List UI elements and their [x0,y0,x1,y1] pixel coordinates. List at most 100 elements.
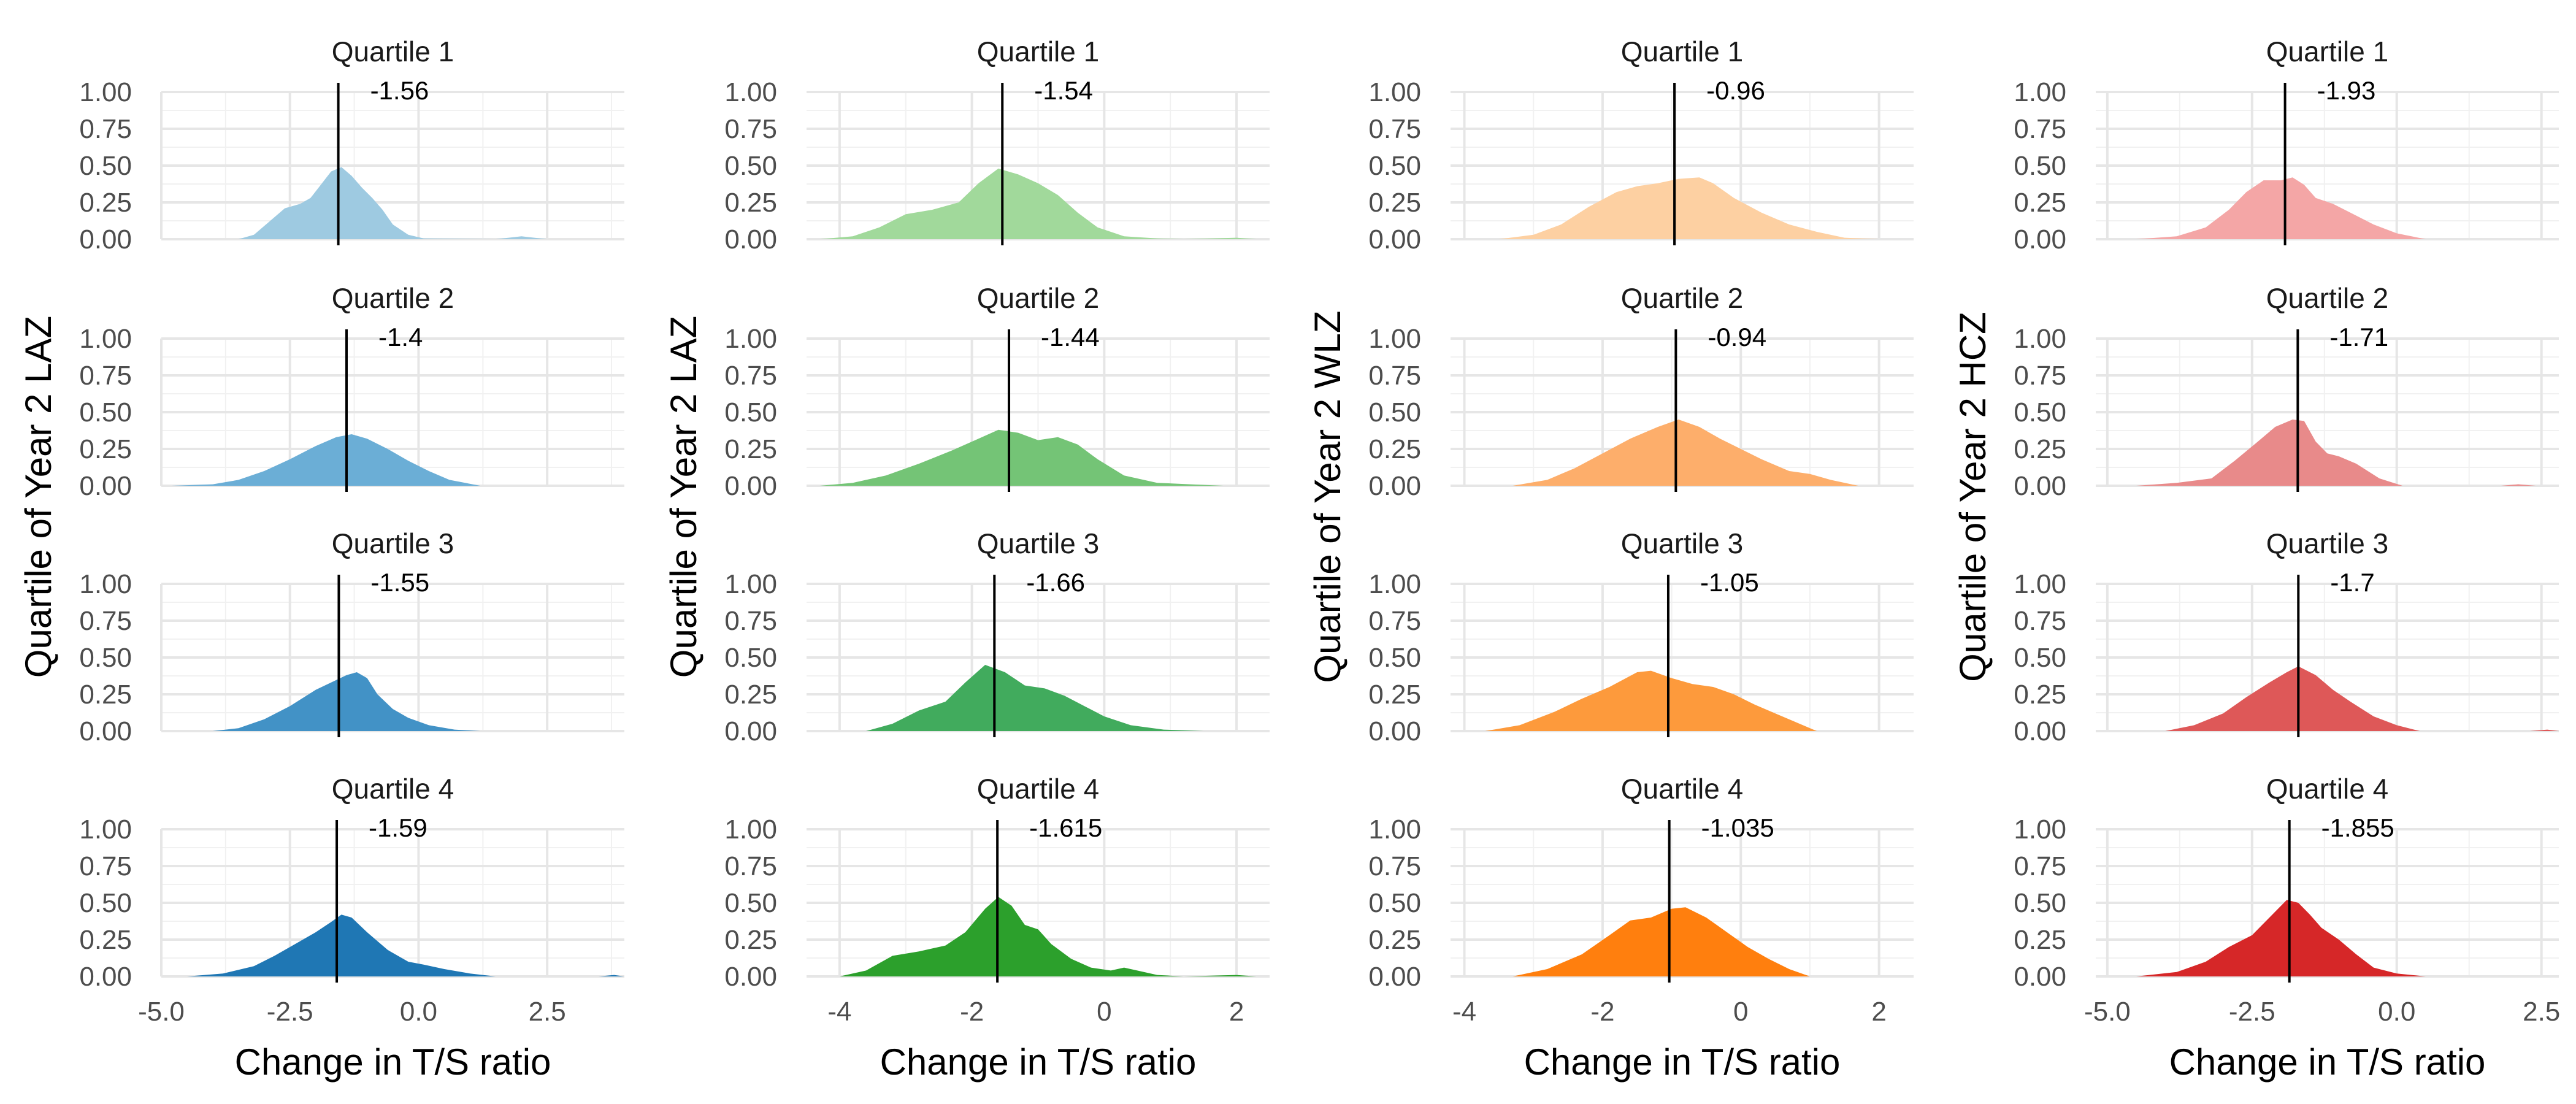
median-label: -1.71 [2329,323,2388,351]
median-label: -1.05 [1700,568,1759,597]
x-axis-title: Change in T/S ratio [2169,1041,2486,1083]
y-tick-label: 1.00 [1368,324,1421,354]
median-label: -1.855 [2321,813,2394,842]
y-tick-label: 0.00 [724,471,777,501]
y-tick-label: 0.50 [724,643,777,673]
y-tick-label: 0.25 [1368,434,1421,464]
y-tick-label: 1.00 [724,569,777,599]
y-tick-label: 0.50 [1368,397,1421,427]
y-tick-label: 1.00 [2014,324,2066,354]
x-tick-label: -5.0 [138,997,185,1027]
y-tick-label: 0.25 [79,680,132,710]
density-area [2136,900,2426,976]
x-tick-label: -4 [827,997,851,1027]
facet-title: Quartile 4 [977,773,1099,805]
y-tick-label: 0.25 [2014,680,2066,710]
facet-title: Quartile 4 [2266,773,2388,805]
facet-panel: 0.00 0.25 0.50 0.75 1.00 -1.56 Quartile 1 [79,36,624,255]
y-tick-label: 0.00 [2014,224,2066,255]
y-tick-label: 0.25 [724,434,777,464]
y-tick-label: 0.25 [724,680,777,710]
y-axis-title: Quartile of Year 2 WLZ [1307,311,1348,683]
median-label: -1.93 [2317,76,2376,105]
y-tick-label: 0.50 [2014,643,2066,673]
facet-title: Quartile 1 [332,36,454,67]
y-tick-label: 0.25 [79,434,132,464]
facet-panel: 0.00 0.25 0.50 0.75 1.00 -1.59 Quartile 4 [79,773,624,992]
facet-title: Quartile 2 [332,282,454,314]
facet-panel: 0.00 0.25 0.50 0.75 1.00 -1.55 Quartile 3 [79,527,624,746]
y-tick-label: 0.50 [724,151,777,181]
x-tick-label: -2.5 [2229,997,2275,1027]
density-area [212,672,481,731]
density-area [866,665,1204,731]
y-tick-label: 0.00 [1368,716,1421,746]
y-tick-label: 0.50 [724,888,777,918]
y-tick-label: 0.50 [79,151,132,181]
y-tick-label: 0.50 [79,643,132,673]
x-tick-label: -4 [1452,997,1476,1027]
y-tick-label: 0.75 [1368,361,1421,391]
facet-title: Quartile 3 [977,527,1099,559]
y-tick-label: 1.00 [79,815,132,845]
y-tick-label: 0.50 [2014,397,2066,427]
y-tick-label: 0.25 [79,925,132,955]
median-label: -1.4 [378,323,423,351]
y-tick-label: 1.00 [724,324,777,354]
facet-title: Quartile 3 [1621,527,1743,559]
y-axis-title: Quartile of Year 2 LAZ [18,316,59,678]
facet-panel: 0.00 0.25 0.50 0.75 1.00 -1.05 Quartile 3 [1368,527,1914,746]
x-tick-label: -5.0 [2084,997,2131,1027]
facet-panel: 0.00 0.25 0.50 0.75 1.00 -1.93 Quartile 1 [2014,36,2559,255]
facet-title: Quartile 2 [1621,282,1743,314]
y-tick-label: 0.25 [1368,925,1421,955]
y-tick-label: 0.50 [1368,888,1421,918]
median-label: -0.94 [1708,323,1766,351]
y-tick-label: 0.75 [79,606,132,636]
x-tick-label: -2.5 [267,997,313,1027]
facet-title: Quartile 2 [977,282,1099,314]
y-tick-label: 0.25 [2014,188,2066,218]
y-tick-label: 0.25 [1368,680,1421,710]
y-tick-label: 0.75 [724,361,777,391]
facet-panel: 0.00 0.25 0.50 0.75 1.00 -1.44 Quartile 2 [724,282,1270,501]
facet-panel: 0.00 0.25 0.50 0.75 1.00 -1.7 Quartile 3 [2014,527,2559,746]
y-tick-label: 0.00 [1368,224,1421,255]
median-label: -0.96 [1706,76,1765,105]
y-tick-label: 0.75 [1368,606,1421,636]
facet-panel: 0.00 0.25 0.50 0.75 1.00 -1.615 Quartile 4 [724,773,1270,992]
y-tick-label: 0.50 [1368,643,1421,673]
y-tick-label: 0.75 [2014,606,2066,636]
facet-title: Quartile 2 [2266,282,2388,314]
y-tick-label: 0.00 [79,716,132,746]
y-tick-label: 0.75 [2014,114,2066,144]
density-area [839,897,1257,976]
y-tick-label: 0.75 [79,851,132,881]
median-label: -1.59 [369,813,427,842]
y-tick-label: 0.25 [2014,925,2066,955]
facet-panel: 0.00 0.25 0.50 0.75 1.00 -1.66 Quartile 3 [724,527,1270,746]
facet-panel: 0.00 0.25 0.50 0.75 1.00 -0.96 Quartile 1 [1368,36,1914,255]
y-tick-label: 0.00 [1368,471,1421,501]
y-tick-label: 1.00 [1368,569,1421,599]
y-tick-label: 1.00 [724,815,777,845]
y-tick-label: 0.00 [1368,962,1421,992]
density-area [171,434,481,486]
x-tick-label: 2 [1871,997,1886,1027]
density-area [238,167,548,239]
y-tick-label: 0.00 [79,962,132,992]
median-label: -1.035 [1701,813,1774,842]
density-area [186,914,624,976]
y-tick-label: 0.00 [724,716,777,746]
facet-title: Quartile 1 [977,36,1099,67]
y-axis-title: Quartile of Year 2 LAZ [663,316,704,678]
y-tick-label: 1.00 [2014,77,2066,107]
y-tick-label: 0.75 [724,851,777,881]
density-area [2165,666,2559,731]
x-tick-label: 0.0 [400,997,437,1027]
y-tick-label: 0.25 [1368,188,1421,218]
y-tick-label: 1.00 [79,569,132,599]
